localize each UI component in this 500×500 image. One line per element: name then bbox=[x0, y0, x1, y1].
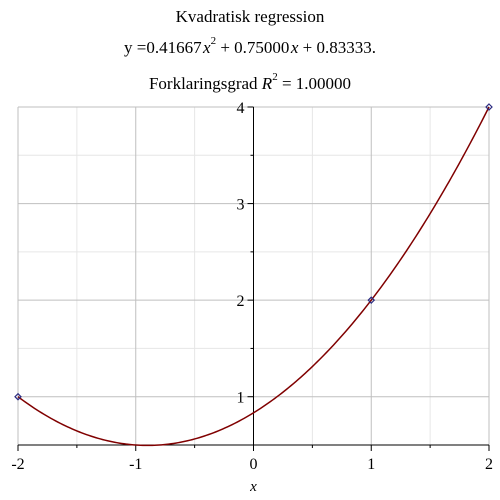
r-squared-line: Forklaringsgrad R2 = 1.00000 bbox=[0, 71, 500, 95]
regression-curve bbox=[17, 106, 490, 447]
points-layer bbox=[14, 103, 493, 401]
curve-layer bbox=[17, 106, 490, 447]
equation-coef-b: 0.75000 bbox=[234, 38, 290, 57]
x-tick-label: 2 bbox=[485, 456, 493, 473]
data-point bbox=[485, 103, 493, 111]
r-squared-label: Forklaringsgrad bbox=[148, 74, 262, 93]
equation-plus-2: + bbox=[298, 38, 317, 57]
axes bbox=[17, 106, 490, 451]
x-tick-label: -1 bbox=[129, 456, 142, 473]
equation-x-squared: x bbox=[203, 38, 211, 57]
r-squared-exponent: 2 bbox=[272, 71, 278, 83]
regression-equation: y =0.41667 x2 + 0.75000 x + 0.83333. bbox=[0, 35, 500, 59]
equation-suffix: . bbox=[371, 38, 376, 57]
y-tick-label: 1 bbox=[237, 390, 245, 407]
y-tick-label: 4 bbox=[237, 100, 245, 117]
equation-coef-a: 0.41667 bbox=[146, 38, 202, 57]
equation-exponent: 2 bbox=[210, 35, 217, 47]
y-tick-label: 3 bbox=[237, 197, 245, 214]
equation-coef-c: 0.83333 bbox=[316, 38, 372, 57]
x-tick-label: -2 bbox=[11, 456, 24, 473]
r-squared-symbol: R bbox=[261, 74, 273, 93]
x-tick-label: 1 bbox=[367, 456, 375, 473]
equation-prefix: y = bbox=[124, 38, 147, 57]
tick-labels: -2 -1 0 1 2 1 2 3 4 x bbox=[11, 100, 493, 495]
r-squared-value: = 1.00000 bbox=[277, 74, 352, 93]
chart-title: Kvadratisk regression bbox=[175, 7, 325, 26]
x-axis-label: x bbox=[249, 479, 257, 495]
y-tick-label: 2 bbox=[237, 293, 245, 310]
data-point bbox=[367, 296, 376, 304]
x-tick-label: 0 bbox=[250, 456, 258, 473]
equation-plus-1: + bbox=[216, 38, 235, 57]
equation-x: x bbox=[290, 38, 299, 57]
data-point bbox=[14, 392, 22, 401]
